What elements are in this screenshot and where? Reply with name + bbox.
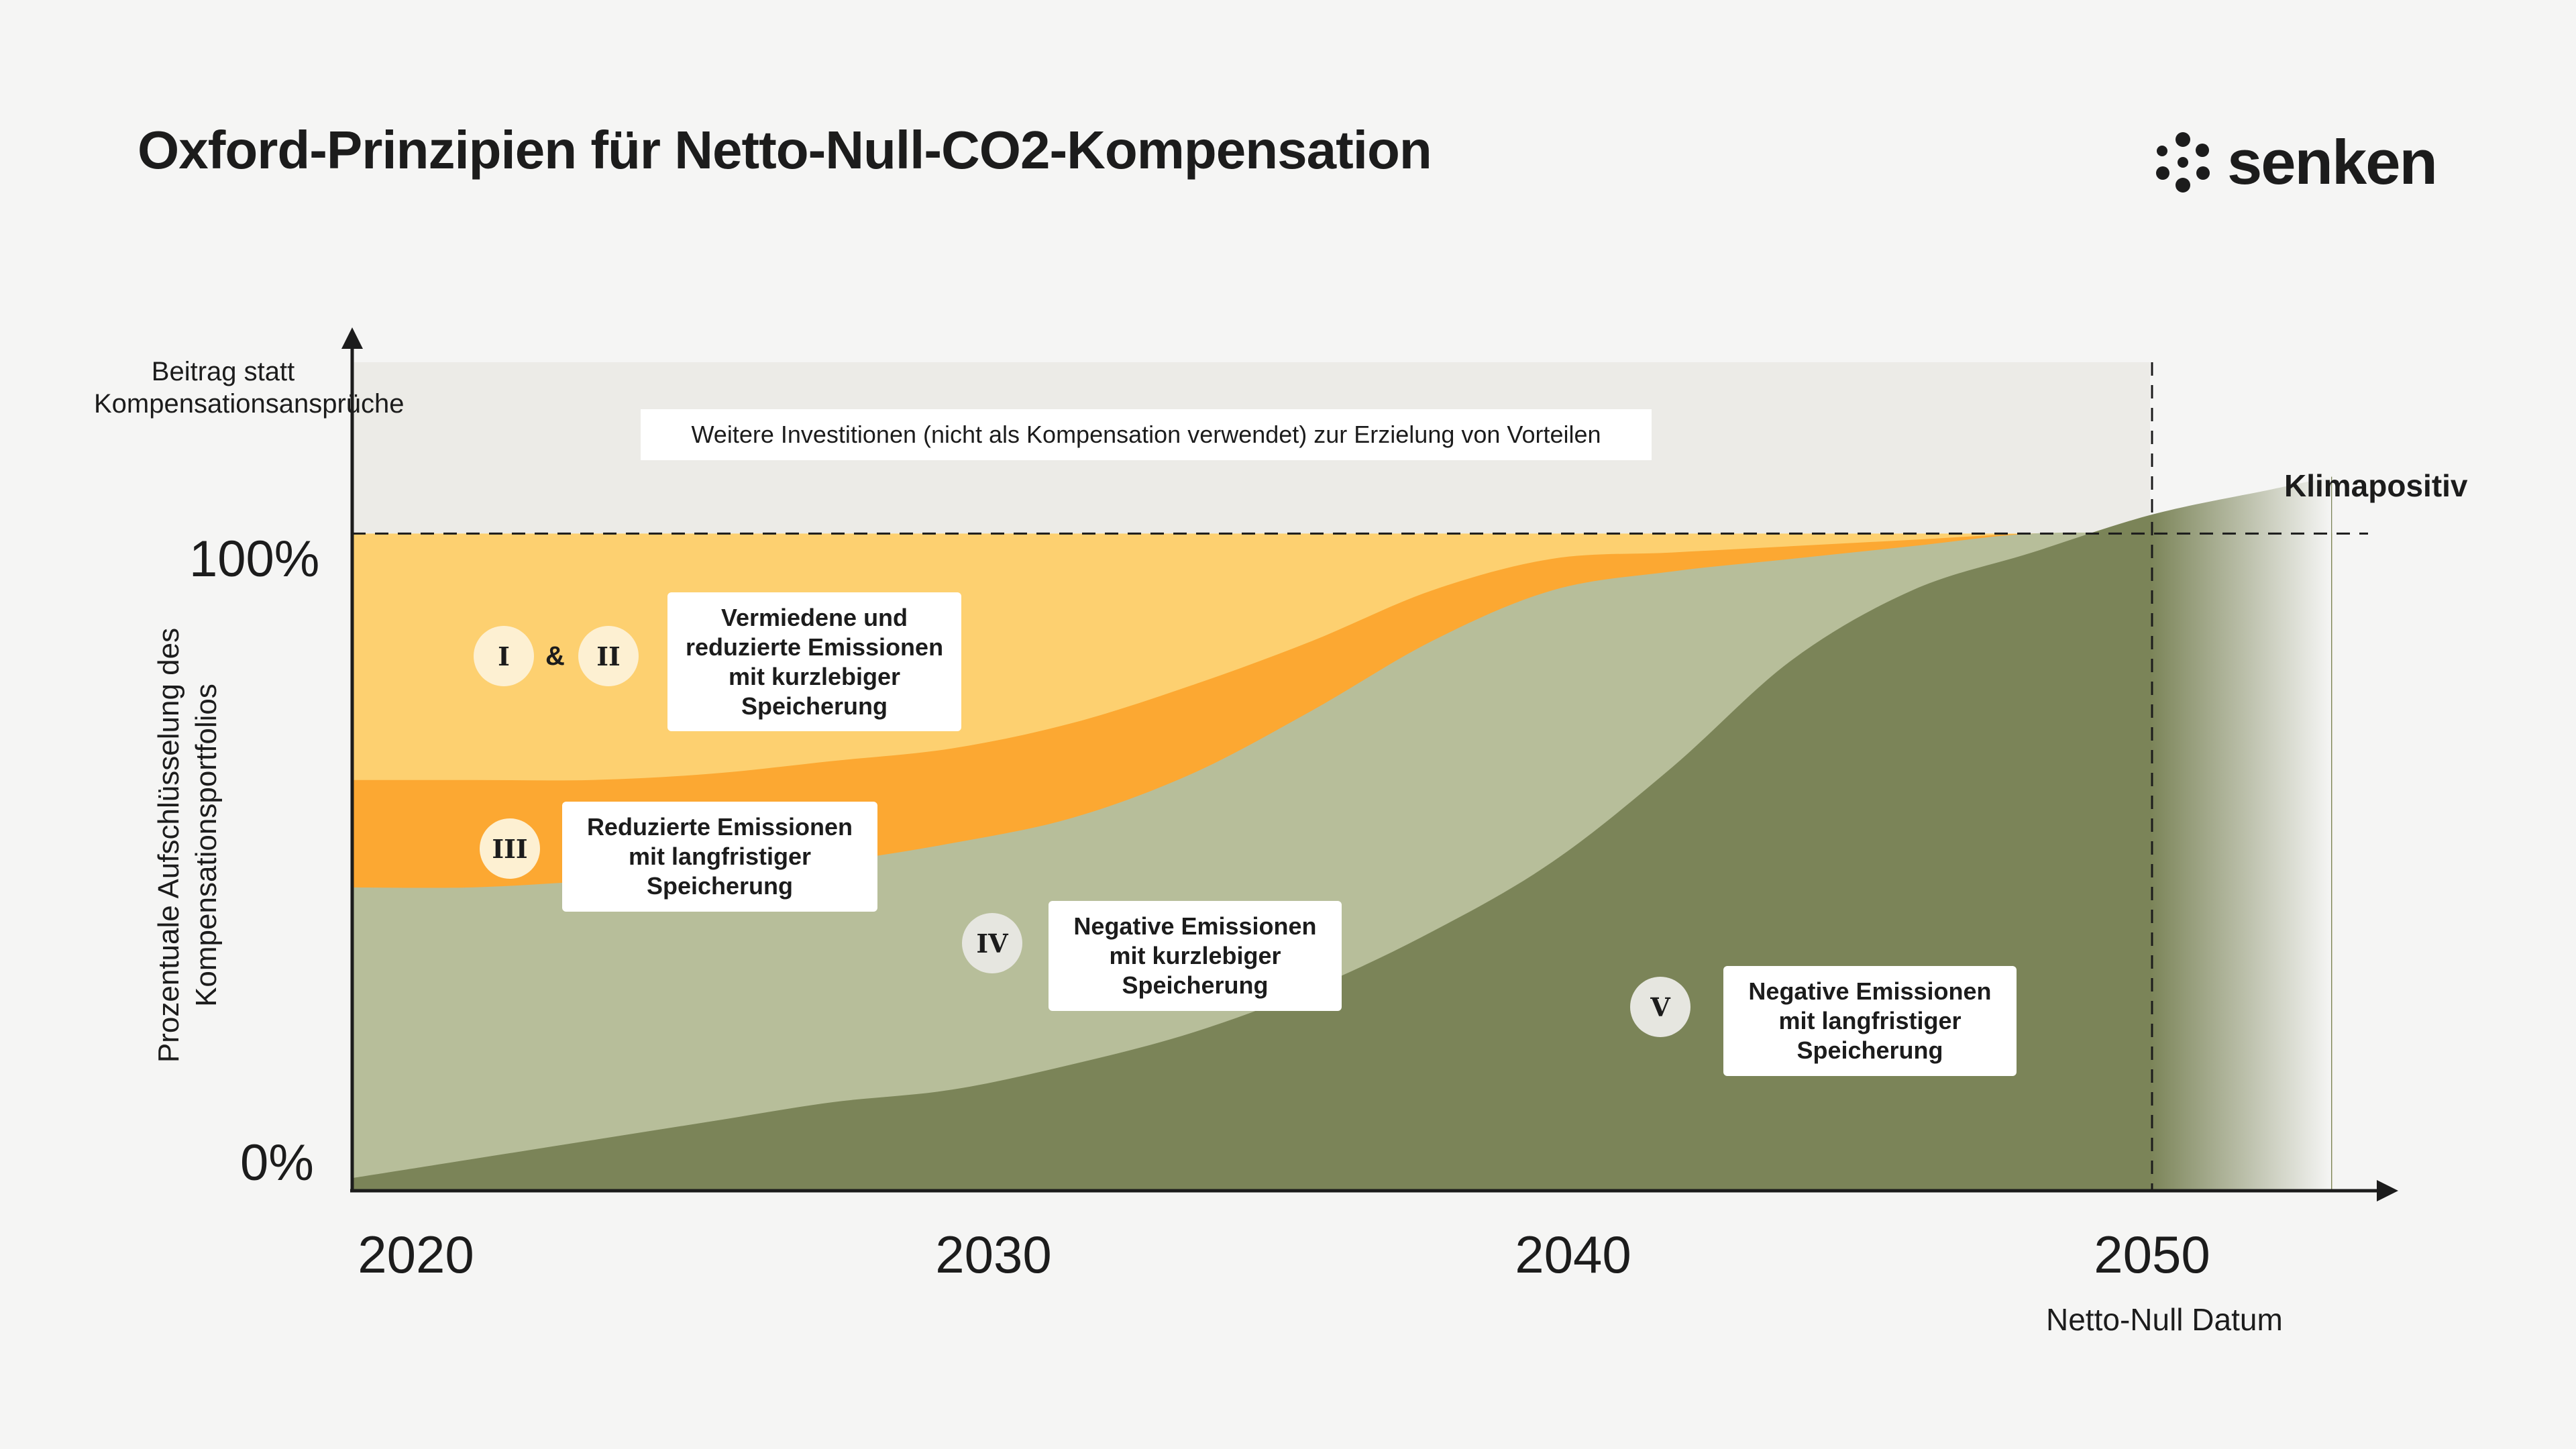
- series-V-label-box: Negative Emissionen mit langfristiger Sp…: [1723, 966, 2017, 1076]
- post-netto-null-fade: [2150, 322, 2331, 1191]
- contribution-band-label: Beitrag statt Kompensationsansprüche: [94, 357, 405, 419]
- investments-label-box: Weitere Investitionen (nicht als Kompens…: [641, 409, 1652, 460]
- y-axis-title: Prozentuale Aufschlüsselung des Kompensa…: [152, 627, 223, 1063]
- x-tick-2020: 2020: [358, 1225, 474, 1284]
- badge-IV: IV: [962, 913, 1022, 973]
- netto-null-label: Netto-Null Datum: [2046, 1302, 2283, 1337]
- y-axis-arrow-icon: [341, 327, 363, 349]
- series-IV-label-box: Negative Emissionen mit kurzlebiger Spei…: [1049, 901, 1342, 1011]
- series-III-label-box: Reduzierte Emissionen mit langfristiger …: [562, 802, 877, 912]
- senken-logo[interactable]: senken: [2153, 126, 2438, 199]
- x-tick-2030: 2030: [935, 1225, 1052, 1284]
- y-tick-0: 0%: [240, 1134, 314, 1191]
- chart-title: Oxford-Prinzipien für Netto-Null-CO2-Kom…: [138, 120, 1432, 180]
- y-tick-100: 100%: [189, 531, 320, 588]
- badge-V: V: [1630, 977, 1690, 1037]
- badge-ampersand: &: [545, 641, 565, 671]
- badge-III: III: [480, 818, 540, 879]
- badge-I: I: [474, 626, 534, 686]
- klimapositiv-label: Klimapositiv: [2284, 468, 2468, 503]
- series-I-II-label-box: Vermiedene und reduzierte Emissionen mit…: [667, 592, 961, 731]
- x-tick-2040: 2040: [1515, 1225, 1631, 1284]
- senken-flower-logo-icon: [2156, 132, 2210, 193]
- logo-text: senken: [2227, 127, 2438, 197]
- x-axis-arrow-icon: [2377, 1180, 2398, 1201]
- x-tick-2050: 2050: [2094, 1225, 2210, 1284]
- badge-II: II: [578, 626, 639, 686]
